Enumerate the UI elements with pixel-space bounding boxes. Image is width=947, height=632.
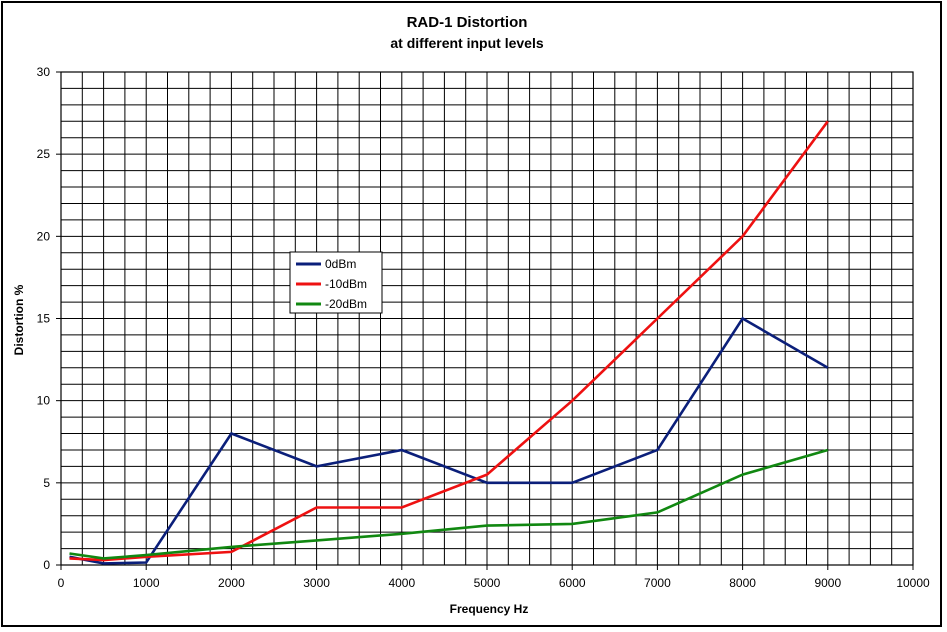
x-tick-label: 6000 <box>559 576 586 590</box>
plot-grid <box>61 72 913 565</box>
y-tick-label: 25 <box>37 147 51 161</box>
y-tick-label: 10 <box>37 394 51 408</box>
x-tick-label: 7000 <box>644 576 671 590</box>
y-axis-ticks: 0 5 10 15 20 25 30 <box>37 65 61 572</box>
series-line-2 <box>69 448 829 560</box>
y-axis-label: Distortion % <box>12 284 26 355</box>
legend-label: -10dBm <box>325 277 367 291</box>
x-axis-label: Frequency Hz <box>450 602 529 616</box>
x-axis-ticks: 0 1000 2000 3000 4000 5000 6000 7000 8000 9000 100… <box>58 565 930 590</box>
chart-legend: 0dBm -10dBm -20dBm <box>289 251 383 314</box>
x-tick-label: 10000 <box>896 576 930 590</box>
x-tick-label: 5000 <box>474 576 501 590</box>
x-tick-label: 0 <box>58 576 65 590</box>
y-tick-label: 15 <box>37 312 51 326</box>
y-tick-label: 30 <box>37 65 51 79</box>
series-lines <box>69 120 829 565</box>
distortion-chart: RAD-1 Distortion at different input leve… <box>12 14 930 616</box>
y-tick-label: 0 <box>43 558 50 572</box>
x-tick-label: 8000 <box>729 576 756 590</box>
x-tick-label: 2000 <box>218 576 245 590</box>
series-line-0 <box>69 316 829 565</box>
series-line-1 <box>69 120 829 562</box>
x-tick-label: 9000 <box>814 576 841 590</box>
legend-label: 0dBm <box>325 257 356 271</box>
chart-subtitle: at different input levels <box>390 35 543 51</box>
x-tick-label: 3000 <box>303 576 330 590</box>
legend-label: -20dBm <box>325 297 367 311</box>
x-tick-label: 4000 <box>388 576 415 590</box>
chart-title: RAD-1 Distortion <box>407 14 528 31</box>
y-tick-label: 5 <box>43 476 50 490</box>
x-tick-label: 1000 <box>133 576 160 590</box>
y-tick-label: 20 <box>37 229 51 243</box>
